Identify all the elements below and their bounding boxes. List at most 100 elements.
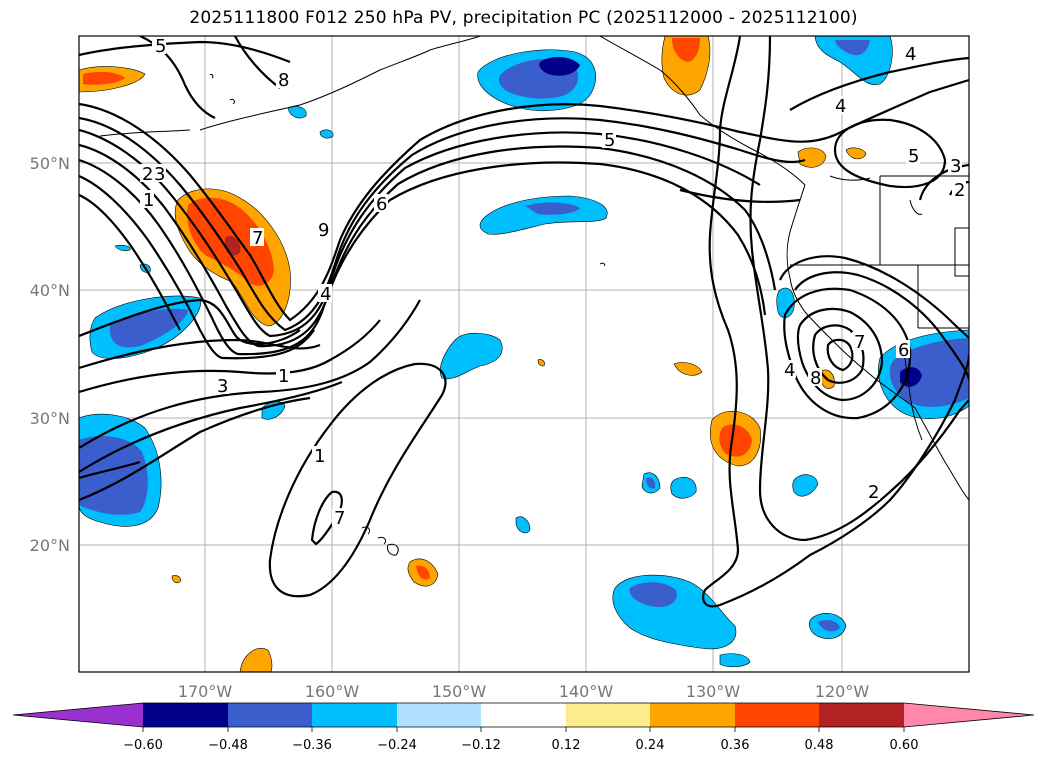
contour-label: 2 <box>140 164 154 185</box>
colorbar-segment <box>735 703 819 727</box>
contour-label: 7 <box>332 508 346 529</box>
precip-area-negative <box>539 56 580 76</box>
lon-label: 170°W <box>178 682 233 701</box>
svg-text:5: 5 <box>908 146 919 167</box>
svg-text:4: 4 <box>905 44 916 65</box>
colorbar-segment <box>143 703 228 727</box>
svg-text:8: 8 <box>278 70 289 91</box>
colorbar-segment <box>312 703 397 727</box>
precip-area-negative <box>818 620 840 632</box>
contour-label: 1 <box>140 190 154 211</box>
precip-area-negative <box>515 516 531 534</box>
colorbar-ticks <box>142 727 905 732</box>
svg-text:2: 2 <box>868 482 879 503</box>
lat-axis: 50°N 40°N 30°N 20°N <box>30 154 70 555</box>
contour-label: 5 <box>906 146 920 167</box>
lon-label: 130°W <box>686 682 741 701</box>
contour-label: 2 <box>866 482 880 503</box>
precip-area-positive <box>845 147 867 160</box>
colorbar-segment <box>397 703 481 727</box>
contour-label: 3 <box>948 156 962 177</box>
precip-area-negative <box>79 436 148 515</box>
precip-area-negative <box>319 129 334 139</box>
colorbar-segment <box>481 703 566 727</box>
colorbar-label: 0.24 <box>636 738 665 753</box>
colorbar-label: −0.12 <box>461 738 501 753</box>
contour-label: 2 <box>952 180 966 201</box>
svg-text:7: 7 <box>334 508 345 529</box>
contour-label: 1 <box>312 446 326 467</box>
svg-text:3: 3 <box>950 156 961 177</box>
svg-text:5: 5 <box>155 36 166 57</box>
pv-contours <box>79 36 969 608</box>
precip-area-negative <box>114 244 131 252</box>
lon-label: 150°W <box>432 682 487 701</box>
svg-text:3: 3 <box>217 376 228 397</box>
contour-label: 6 <box>374 194 388 215</box>
colorbar-segment <box>650 703 735 727</box>
precip-area-negative <box>479 195 608 235</box>
contour-label: 4 <box>903 44 917 65</box>
contour-label: 4 <box>833 96 847 117</box>
colorbar-segment <box>566 703 650 727</box>
contour-label: 7 <box>250 228 264 249</box>
svg-text:4: 4 <box>320 284 331 305</box>
precip-area-negative <box>670 477 697 499</box>
precip-area-negative <box>814 36 893 85</box>
colorbar-label: −0.36 <box>292 738 332 753</box>
precip-area-negative <box>792 474 819 497</box>
precip-area-positive <box>416 565 430 580</box>
svg-text:7: 7 <box>854 332 865 353</box>
colorbar-label: 0.12 <box>552 738 581 753</box>
precip-area-negative <box>629 582 677 608</box>
colorbar-extend-max <box>904 703 1034 727</box>
svg-text:1: 1 <box>314 446 325 467</box>
precip-area-negative <box>646 477 656 489</box>
colorbar-label: −0.60 <box>123 738 163 753</box>
svg-text:4: 4 <box>784 360 795 381</box>
svg-text:1: 1 <box>278 366 289 387</box>
colorbar-label: 0.48 <box>805 738 834 753</box>
svg-text:5: 5 <box>604 130 615 151</box>
contour-label: 1 <box>276 366 290 387</box>
svg-text:8: 8 <box>810 368 821 389</box>
precip-area-negative <box>776 287 795 319</box>
colorbar-segment <box>819 703 904 727</box>
contour-label: 5 <box>152 36 166 57</box>
colorbar-label: 0.60 <box>890 738 919 753</box>
lat-label: 30°N <box>30 409 70 428</box>
map-title: 2025111800 F012 250 hPa PV, precipitatio… <box>189 8 858 28</box>
precip-area-negative <box>719 653 751 668</box>
contour-label: 9 <box>316 220 330 241</box>
colorbar-extend-min <box>13 703 143 727</box>
precip-area-positive <box>797 147 827 168</box>
precip-area-positive <box>673 362 703 376</box>
colorbar: −0.60 −0.48 −0.36 −0.24 −0.12 0.12 0.24 … <box>12 702 1035 753</box>
svg-text:2: 2 <box>954 180 965 201</box>
precip-area-positive <box>537 359 545 367</box>
contour-label: 5 <box>602 130 616 151</box>
svg-text:6: 6 <box>376 194 387 215</box>
contour-label: 3 <box>215 376 229 397</box>
contour-label: 8 <box>276 70 290 91</box>
contour-label: 8 <box>808 368 822 389</box>
svg-text:7: 7 <box>252 228 263 249</box>
svg-text:9: 9 <box>318 220 329 241</box>
precip-area-positive <box>171 575 181 584</box>
precip-area-negative <box>287 106 307 119</box>
precip-area-negative <box>525 202 580 215</box>
lat-label: 50°N <box>30 154 70 173</box>
colorbar-labels: −0.60 −0.48 −0.36 −0.24 −0.12 0.12 0.24 … <box>123 738 918 753</box>
lat-label: 20°N <box>30 536 70 555</box>
svg-text:6: 6 <box>898 340 909 361</box>
colorbar-label: −0.48 <box>208 738 248 753</box>
contour-label: 4 <box>318 284 332 305</box>
lon-label: 160°W <box>305 682 360 701</box>
precip-area-negative <box>439 332 503 380</box>
colorbar-segment <box>228 703 312 727</box>
precip-area-positive <box>239 648 273 672</box>
precip-area-positive <box>672 38 700 62</box>
svg-text:2: 2 <box>142 164 153 185</box>
map-plot-area: 5 8 3 2 1 9 6 4 3 1 1 5 4 4 5 3 2 7 4 8 <box>78 35 970 673</box>
contour-label: 6 <box>896 340 910 361</box>
